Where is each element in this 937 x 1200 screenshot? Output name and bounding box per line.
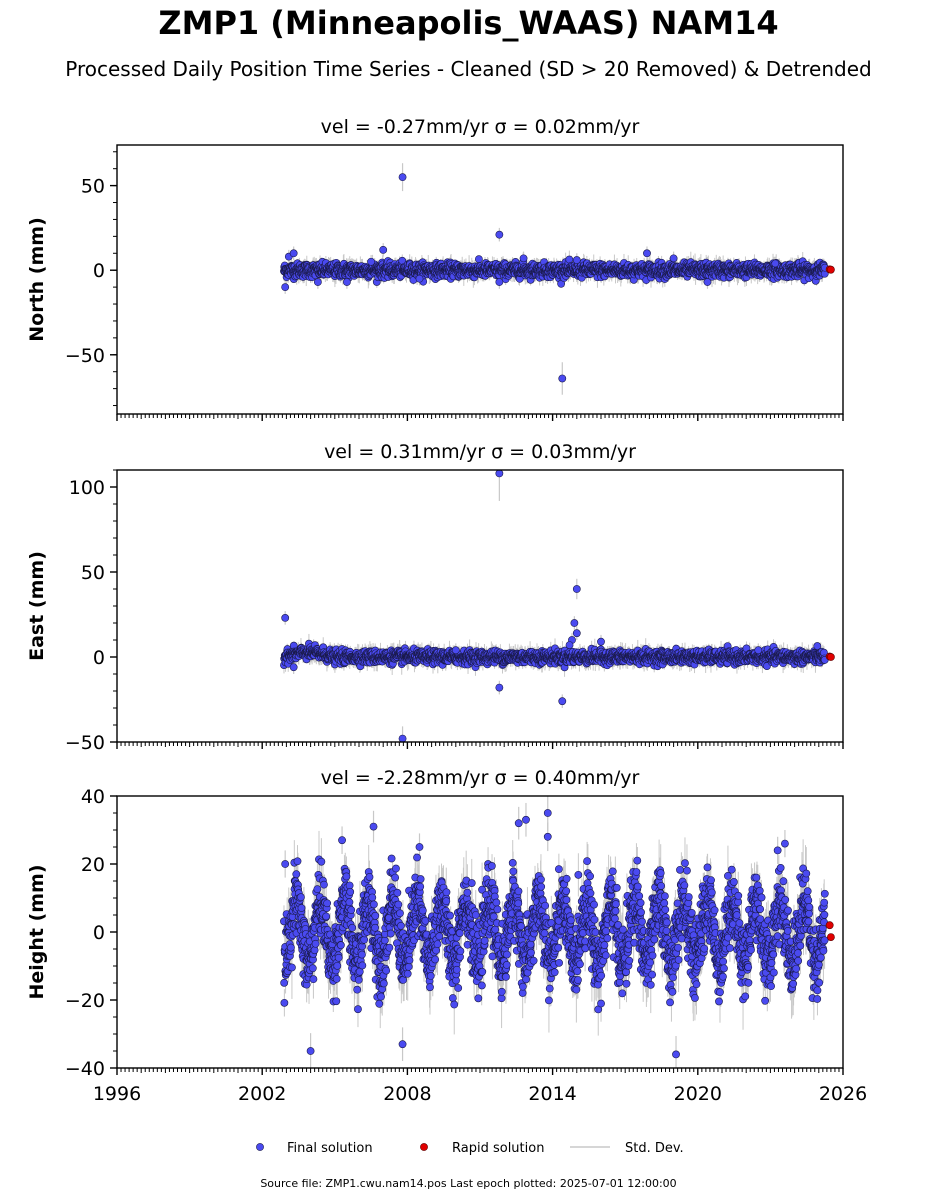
data-point xyxy=(313,278,322,286)
data-point xyxy=(495,230,504,239)
plot-area xyxy=(280,470,835,742)
data-point xyxy=(771,259,780,268)
plot-area xyxy=(280,163,835,395)
data-point xyxy=(379,245,388,254)
panel-title: vel = 0.31mm/yr σ = 0.03mm/yr xyxy=(324,441,636,463)
page-title: ZMP1 (Minneapolis_WAAS) NAM14 xyxy=(158,4,779,42)
rapid-point xyxy=(827,265,835,274)
data-point xyxy=(669,254,678,263)
data-point xyxy=(572,256,581,264)
data-point xyxy=(519,254,528,263)
data-point xyxy=(703,278,712,286)
data-point xyxy=(415,274,424,283)
data-point xyxy=(281,283,290,292)
data-point xyxy=(558,374,567,383)
data-point xyxy=(342,278,351,286)
final-solution-points xyxy=(280,173,829,383)
data-point xyxy=(495,278,504,286)
y-tick-label: −50 xyxy=(65,345,105,367)
final-solution-points xyxy=(280,470,829,742)
y-tick-label: 50 xyxy=(81,176,105,198)
y-ticks: −50 0 50 xyxy=(65,151,117,407)
y-axis-label: North (mm) xyxy=(26,217,48,342)
y-tick-label: 0 xyxy=(93,260,105,282)
panel-title: vel = -0.27mm/yr σ = 0.02mm/yr xyxy=(321,116,640,138)
page-subtitle: Processed Daily Position Time Series - C… xyxy=(65,57,872,81)
rapid-solution-points xyxy=(825,265,835,274)
x-ticks xyxy=(116,414,844,421)
y-axis-label: East (mm) xyxy=(26,551,48,661)
data-point xyxy=(643,249,651,258)
data-point xyxy=(398,173,407,182)
panel-north: vel = -0.27mm/yr σ = 0.02mm/yr North (mm)… xyxy=(26,116,844,421)
data-point xyxy=(367,257,375,266)
data-point xyxy=(289,249,298,258)
stddev-bars xyxy=(283,470,825,742)
data-point xyxy=(475,255,483,264)
